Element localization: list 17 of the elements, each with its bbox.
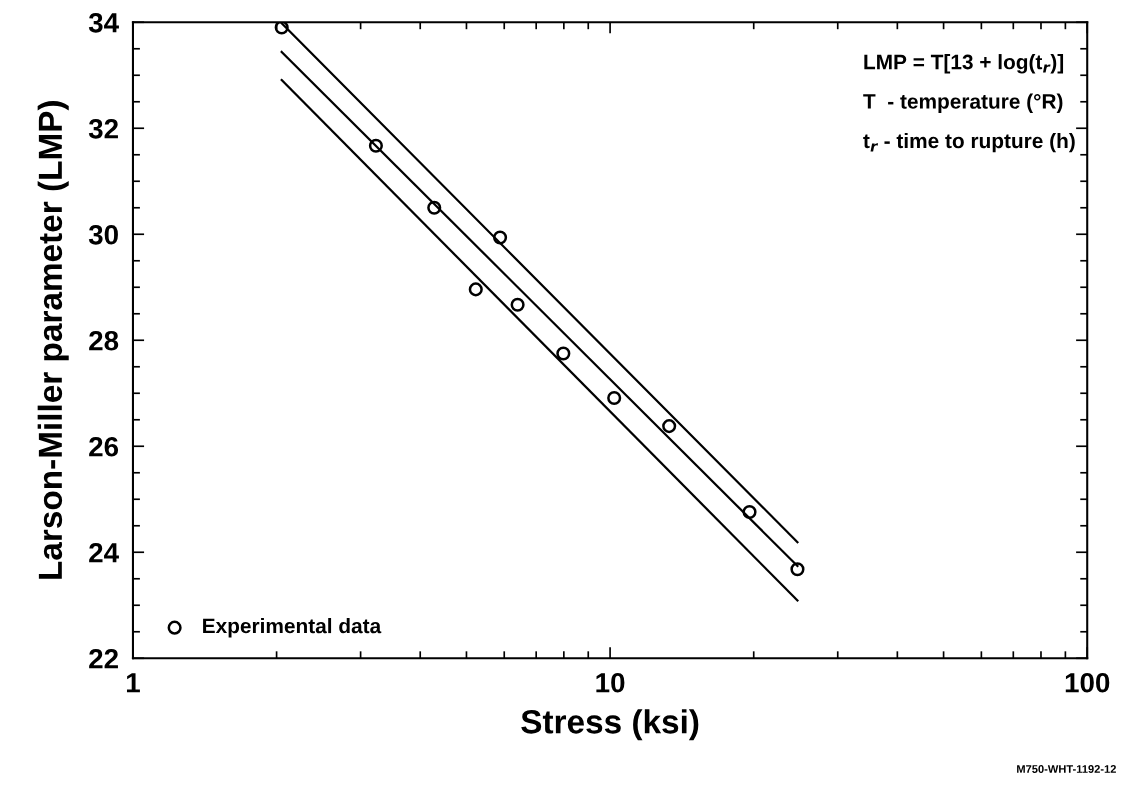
x-tick-label: 1	[126, 673, 140, 693]
x-axis-title: Stress (ksi)	[521, 709, 699, 741]
annotation: LMP = T[13 + log(t$_{r}$)]	[864, 54, 1064, 74]
x-tick-label: 10	[596, 672, 625, 693]
annotation: T - temperature (°R)	[863, 93, 1063, 113]
y-tick-label: 30	[88, 224, 118, 245]
y-tick-label: 34	[88, 12, 119, 33]
legend-label: Experimental data	[203, 618, 382, 638]
y-tick-label: 26	[89, 436, 119, 457]
x-tick-label: 100	[1065, 672, 1110, 693]
annotation: t$_{r}$ - time to rupture (h)	[863, 132, 1075, 153]
y-tick-label: 32	[88, 118, 118, 139]
y-tick-label: 24	[89, 542, 119, 563]
y-tick-label: 22	[89, 648, 118, 669]
text: M750-WHT-1192-12	[1017, 765, 1116, 773]
y-tick-label: 28	[89, 330, 119, 351]
y-axis-title: Larson-Miller parameter (LMP)	[37, 101, 69, 579]
